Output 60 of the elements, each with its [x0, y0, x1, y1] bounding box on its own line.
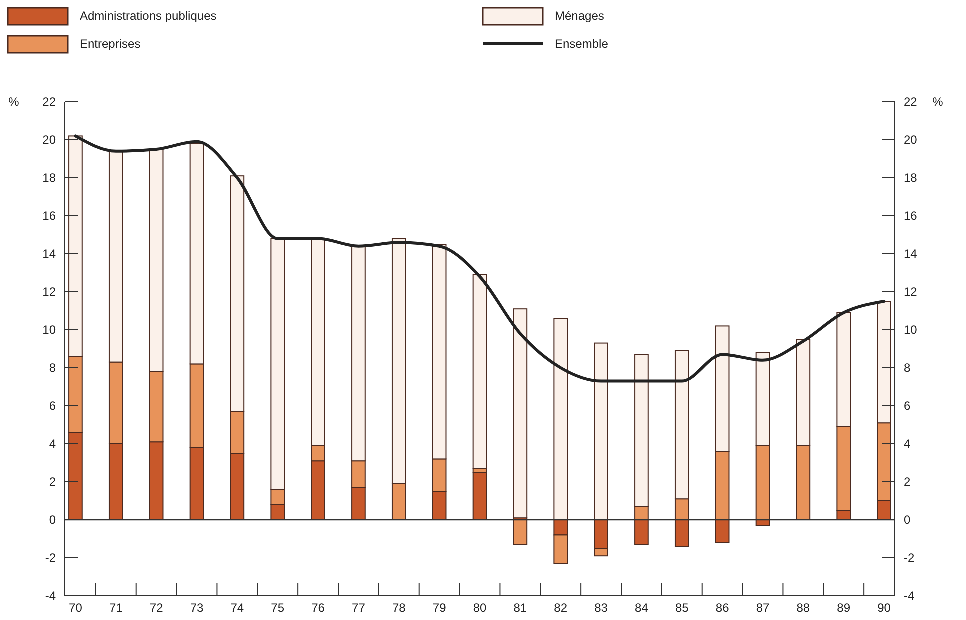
x-tick-label: 81: [514, 601, 528, 615]
y-tick-label: 2: [49, 475, 56, 490]
x-tick-label: 78: [392, 601, 406, 615]
y-axis-title: %: [8, 95, 20, 110]
legend-label: Ménages: [555, 9, 604, 23]
y2-tick-label: 22: [904, 95, 918, 110]
y-tick-label: 20: [42, 133, 56, 148]
y2-tick-label: 0: [904, 513, 911, 528]
y2-tick-label: 18: [904, 171, 918, 186]
x-tick-label: 88: [796, 601, 810, 615]
y-tick-label: -2: [45, 551, 56, 566]
y-tick-label: 6: [49, 399, 56, 414]
x-tick-label: 86: [716, 601, 730, 615]
x-tick-label: 87: [756, 601, 770, 615]
y-tick-label: 14: [42, 247, 56, 262]
y2-tick-label: 12: [904, 285, 918, 300]
y-tick-label: -4: [45, 589, 56, 604]
y2-tick-label: -2: [904, 551, 915, 566]
y2-tick-label: 6: [904, 399, 911, 414]
y2-tick-label: 20: [904, 133, 918, 148]
x-tick-label: 89: [837, 601, 851, 615]
y-tick-label: 18: [42, 171, 56, 186]
x-tick-label: 77: [352, 601, 366, 615]
x-tick-label: 73: [190, 601, 204, 615]
x-tick-label: 79: [432, 601, 447, 615]
y2-tick-label: 10: [904, 323, 918, 338]
legend-label: Ensemble: [555, 37, 609, 51]
x-tick-label: 70: [69, 601, 83, 615]
bar: [513, 520, 528, 546]
y-tick-label: 10: [42, 323, 56, 338]
y-tick-label: 12: [42, 285, 56, 300]
y2-tick-label: 2: [904, 475, 911, 490]
y-tick-label: 4: [49, 437, 56, 452]
y2-tick-label: -4: [904, 589, 915, 604]
bar: [513, 308, 528, 519]
x-tick-label: 72: [150, 601, 164, 615]
y2-tick-label: 8: [904, 361, 911, 376]
legend-label: Administrations publiques: [80, 9, 217, 23]
line-series: [74, 134, 886, 383]
y2-tick-label: 16: [904, 209, 918, 224]
y-tick-label: 0: [49, 513, 56, 528]
x-tick-label: 74: [230, 601, 244, 615]
y2-axis-title: %: [932, 95, 944, 110]
bar: [472, 472, 488, 520]
y-tick-label: 16: [42, 209, 56, 224]
x-tick-label: 83: [594, 601, 608, 615]
bar: [472, 274, 488, 470]
y-tick-label: 22: [42, 95, 56, 110]
x-tick-label: 84: [635, 601, 649, 615]
x-tick-label: 90: [878, 601, 892, 615]
y-tick-label: 8: [49, 361, 56, 376]
x-tick-label: 82: [554, 601, 568, 615]
x-tick-label: 85: [675, 601, 690, 615]
legend-label: Entreprises: [80, 37, 141, 51]
x-tick-label: 71: [109, 601, 124, 615]
y2-tick-label: 4: [904, 437, 911, 452]
x-tick-label: 80: [473, 601, 487, 615]
x-tick-label: 76: [312, 601, 326, 615]
x-tick-label: 75: [271, 601, 285, 615]
y2-tick-label: 14: [904, 247, 918, 262]
